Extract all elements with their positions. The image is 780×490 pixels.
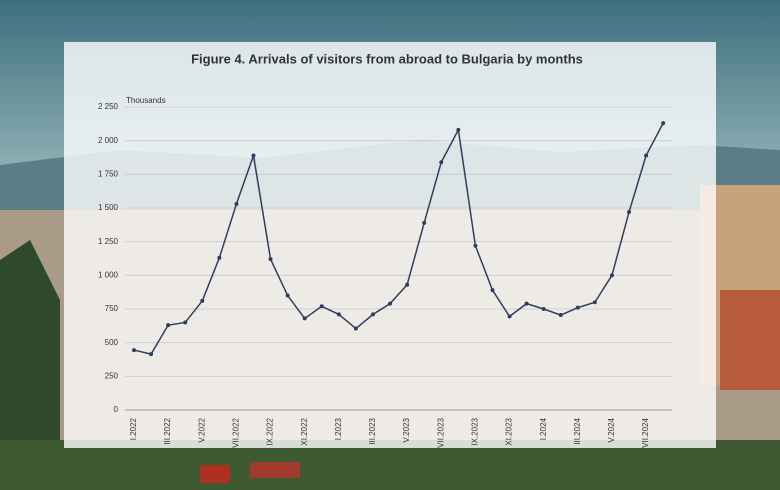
y-tick-label: 0 [114, 405, 119, 414]
y-tick-label: 1 250 [98, 237, 119, 246]
data-point [490, 288, 495, 293]
x-tick-label: IX.2022 [266, 417, 275, 445]
data-point [285, 293, 290, 298]
data-point [439, 160, 444, 165]
data-point [336, 312, 341, 317]
data-point [132, 348, 136, 353]
y-tick-label: 2 250 [98, 102, 119, 111]
x-tick-label: V.2022 [197, 417, 206, 442]
data-point [234, 201, 239, 206]
chart-panel [64, 42, 716, 448]
data-point [302, 316, 307, 321]
y-tick-label: 1 500 [98, 203, 119, 212]
data-point [456, 127, 461, 132]
data-point [524, 301, 529, 306]
data-point [183, 320, 188, 325]
y-tick-label: 1 000 [98, 270, 119, 279]
x-tick-label: I.2022 [129, 417, 138, 440]
data-point [473, 243, 478, 248]
x-tick-label: I.2024 [539, 417, 548, 440]
data-point [166, 323, 171, 328]
data-point [661, 121, 666, 126]
x-tick-label: XI.2022 [300, 417, 309, 445]
data-point [422, 220, 427, 225]
y-tick-label: 250 [105, 371, 119, 380]
data-point [592, 300, 597, 305]
data-point [388, 301, 393, 306]
y-tick-label: 2 000 [98, 136, 119, 145]
x-tick-label: XI.2023 [505, 417, 514, 445]
y-tick-label: 500 [105, 338, 119, 347]
data-point [609, 273, 614, 278]
data-point [200, 298, 205, 303]
x-tick-label: III.2024 [573, 417, 582, 444]
data-point [319, 304, 324, 309]
data-point [644, 153, 649, 158]
data-point [149, 352, 154, 357]
y-axis-label: Thousands [126, 96, 166, 105]
data-point [541, 307, 546, 311]
data-point [405, 282, 410, 287]
x-tick-label: VII.2024 [641, 417, 650, 447]
x-tick-label: VII.2022 [232, 417, 241, 447]
chart-title: Figure 4. Arrivals of visitors from abro… [191, 51, 583, 66]
data-point [217, 255, 222, 260]
x-tick-label: V.2024 [607, 417, 616, 442]
y-tick-label: 750 [105, 304, 119, 313]
data-point [575, 305, 580, 310]
data-point [627, 210, 632, 215]
data-point [370, 312, 375, 317]
data-point [507, 314, 512, 319]
x-tick-label: VII.2023 [436, 417, 445, 447]
y-tick-label: 1 750 [98, 169, 119, 178]
data-point [353, 326, 358, 331]
x-tick-label: III.2022 [163, 417, 172, 444]
data-line [133, 122, 664, 355]
data-point [558, 313, 563, 318]
data-point [251, 153, 256, 158]
x-tick-label: V.2023 [402, 417, 411, 442]
x-tick-label: I.2023 [334, 417, 343, 440]
x-tick-label: IX.2023 [471, 417, 480, 445]
data-point [268, 257, 273, 262]
x-tick-label: III.2023 [368, 417, 377, 444]
